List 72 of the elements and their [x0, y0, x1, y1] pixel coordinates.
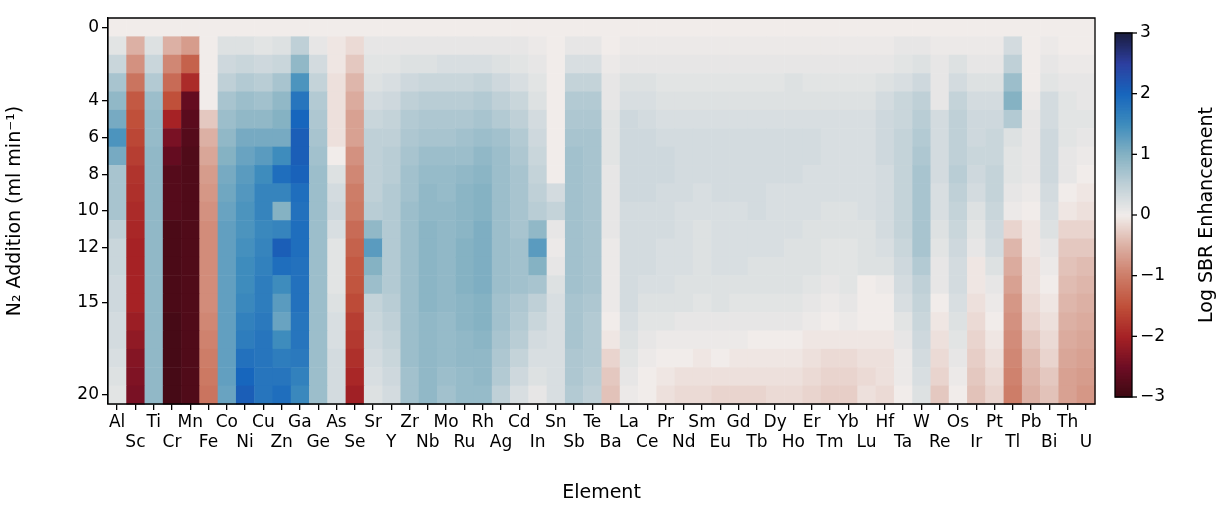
- color-bar-label: 0: [1140, 203, 1151, 224]
- x-tick-label: Yb: [836, 410, 859, 431]
- x-tick-label: Cu: [252, 410, 275, 431]
- y-tick-label: 0: [88, 15, 99, 36]
- x-tick-label: Ag: [489, 431, 513, 452]
- x-tick-label: Sc: [125, 431, 146, 452]
- x-tick-label: Ti: [145, 410, 161, 431]
- x-tick-label: Ho: [781, 431, 806, 452]
- x-tick-label: Dy: [763, 410, 787, 431]
- x-tick-label: Ru: [453, 431, 476, 452]
- color-bar-label: 2: [1140, 82, 1151, 103]
- x-tick-label: Tm: [815, 431, 844, 452]
- x-tick-label: Ni: [236, 431, 254, 452]
- color-bar-label: −2: [1140, 324, 1166, 345]
- x-tick-label: Cr: [162, 431, 182, 452]
- x-tick-label: Tb: [745, 431, 768, 452]
- y-tick-label: 20: [77, 383, 99, 404]
- y-tick-label: 6: [88, 125, 99, 146]
- color-bar-label: 1: [1140, 142, 1151, 163]
- color-bar-label: −3: [1140, 385, 1166, 406]
- x-tick-label: U: [1079, 431, 1093, 452]
- x-tick-label: Bi: [1041, 431, 1058, 452]
- y-tick-label: 10: [77, 199, 99, 220]
- x-tick-label: Y: [385, 431, 398, 452]
- y-tick-label: 12: [77, 236, 99, 257]
- x-tick-label: Th: [1056, 410, 1079, 431]
- x-tick-label: Eu: [709, 431, 732, 452]
- x-tick-label: Ba: [599, 431, 622, 452]
- x-tick-label: Nd: [671, 431, 696, 452]
- x-tick-label: Sm: [688, 410, 716, 431]
- x-tick-label: Co: [215, 410, 238, 431]
- x-tick-label: Zr: [400, 410, 419, 431]
- x-tick-label: Re: [928, 431, 951, 452]
- x-tick-label: Pt: [986, 410, 1004, 431]
- x-tick-label: Gd: [726, 410, 751, 431]
- x-tick-label: Te: [582, 410, 602, 431]
- x-axis-title: Element: [562, 479, 641, 502]
- y-tick-label: 8: [88, 162, 99, 183]
- x-tick-label: Pb: [1020, 410, 1042, 431]
- x-tick-label: Os: [946, 410, 970, 431]
- x-tick-label: Zn: [270, 431, 293, 452]
- y-axis-title: N₂ Addition (ml min⁻¹): [2, 105, 25, 317]
- x-tick-label: Cd: [507, 410, 531, 431]
- x-tick-label: Mn: [177, 410, 203, 431]
- x-tick-label: Mo: [433, 410, 459, 431]
- x-tick-label: Ce: [636, 431, 659, 452]
- x-tick-label: Sr: [364, 410, 382, 431]
- x-tick-label: Sb: [563, 431, 585, 452]
- x-tick-label: Se: [344, 431, 366, 452]
- x-tick-label: Fe: [198, 431, 219, 452]
- x-tick-label: Rh: [471, 410, 494, 431]
- x-tick-label: Sn: [545, 410, 567, 431]
- color-bar-title: Log SBR Enhancement: [1193, 107, 1216, 323]
- x-tick-label: Pr: [657, 410, 674, 431]
- y-tick-label: 15: [77, 291, 99, 312]
- x-tick-label: As: [326, 410, 347, 431]
- y-tick-label: 4: [88, 89, 99, 110]
- x-tick-label: W: [912, 410, 930, 431]
- x-tick-label: Hf: [875, 410, 896, 431]
- x-tick-label: La: [618, 410, 639, 431]
- color-bar-label: −1: [1140, 264, 1166, 285]
- x-tick-label: In: [529, 431, 546, 452]
- x-tick-label: Er: [802, 410, 821, 431]
- x-tick-label: Nb: [416, 431, 440, 452]
- x-tick-label: Ir: [970, 431, 983, 452]
- x-tick-label: Ta: [893, 431, 913, 452]
- color-bar-label: 3: [1140, 21, 1151, 42]
- x-tick-label: Lu: [856, 431, 877, 452]
- x-tick-label: Tl: [1004, 431, 1021, 452]
- x-tick-label: Ga: [288, 410, 312, 431]
- x-tick-label: Ge: [306, 431, 331, 452]
- x-tick-label: Al: [108, 410, 126, 431]
